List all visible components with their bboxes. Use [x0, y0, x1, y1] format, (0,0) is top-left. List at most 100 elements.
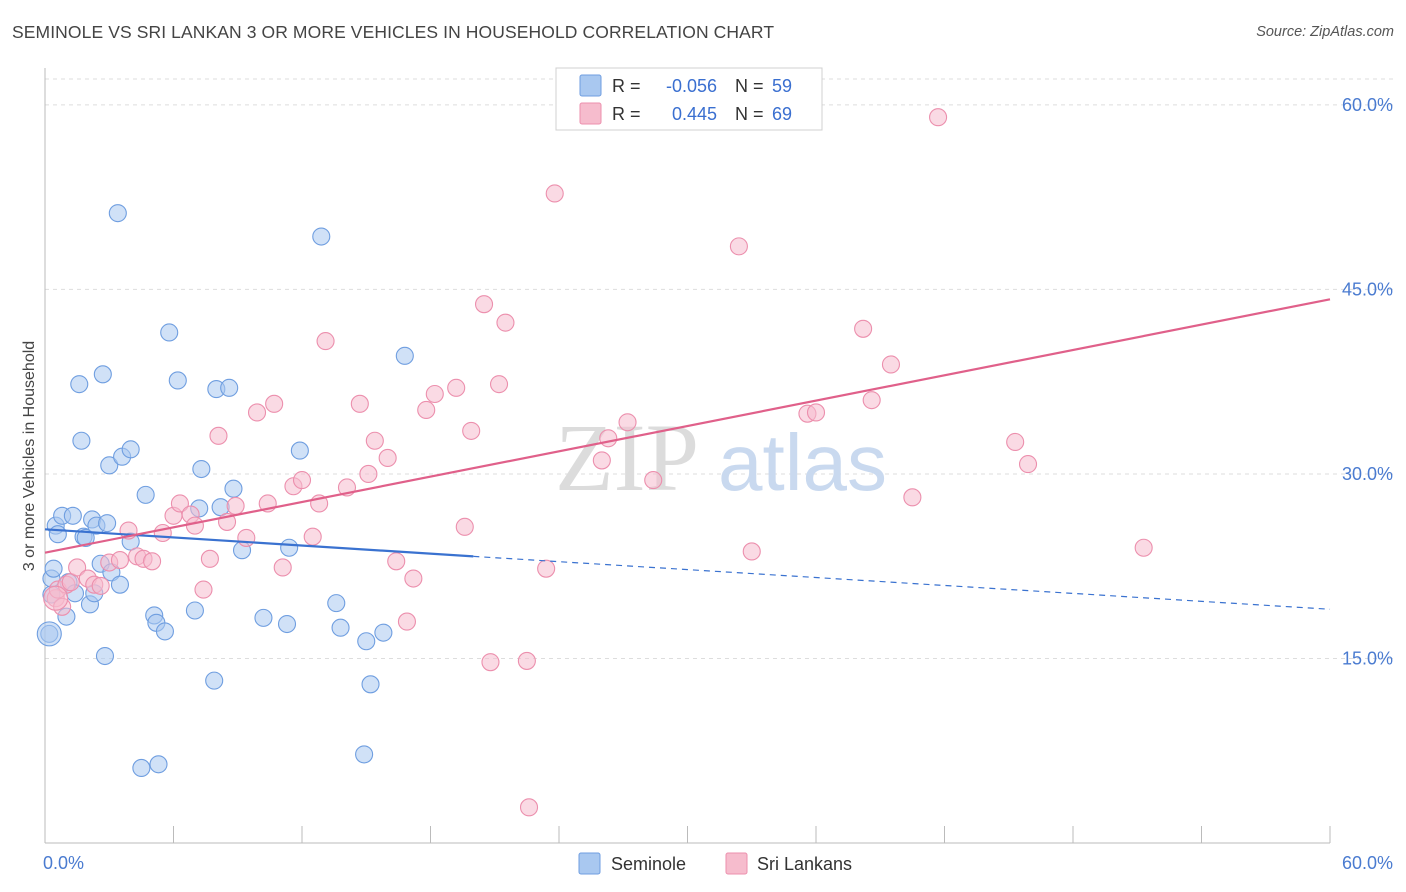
seminole-point — [136, 485, 155, 504]
srilankan-point — [462, 421, 481, 440]
seminole-point — [63, 506, 82, 525]
seminole-point — [149, 755, 168, 774]
legend-n-label-seminole: N = — [735, 76, 764, 96]
srilankan-point — [365, 431, 384, 450]
srilankan-point — [455, 517, 474, 536]
seminole-point — [254, 608, 273, 627]
legend-bottom-label-srilankan: Sri Lankans — [757, 854, 852, 874]
srilankan-point — [316, 332, 335, 351]
legend-bottom-swatch-srilankan — [725, 852, 748, 875]
srilankan-point — [644, 471, 663, 490]
seminole-trend-extension — [473, 555, 1331, 610]
watermark-atlas: atlas — [718, 418, 887, 507]
legend-r-value-srilankan: 0.445 — [672, 104, 717, 124]
seminole-point — [100, 456, 119, 475]
seminole-point — [312, 227, 331, 246]
trend-lines — [44, 298, 1331, 610]
srilankan-point — [143, 552, 162, 571]
srilankan-point — [1134, 538, 1153, 557]
legend-r-value-seminole: -0.056 — [666, 76, 717, 96]
srilankan-point — [265, 394, 284, 413]
seminole-point — [95, 646, 115, 666]
srilankan-point — [194, 580, 213, 599]
legend-swatch-srilankan — [579, 102, 602, 125]
seminole-point — [160, 323, 179, 342]
srilankan-point — [68, 558, 87, 577]
seminole-point — [168, 371, 187, 390]
legend-top: R = -0.056 N = 59 R = 0.445 N = 69 — [555, 67, 823, 131]
seminole-point — [121, 440, 140, 459]
srilankan-point — [806, 403, 826, 422]
srilankan-point — [303, 527, 322, 546]
seminole-point — [205, 671, 224, 690]
legend-r-label-seminole: R = — [612, 76, 641, 96]
x-tick-label: 0.0% — [43, 853, 84, 873]
y-tick-labels: 15.0% 30.0% 45.0% 60.0% — [1342, 95, 1393, 669]
seminole-point — [155, 622, 174, 641]
seminole-point — [327, 594, 346, 613]
srilankan-point — [170, 494, 189, 513]
srilankan-point — [378, 448, 397, 468]
srilankan-point — [237, 528, 256, 547]
seminole-point — [98, 514, 117, 533]
seminole-point — [44, 559, 63, 578]
srilankan-point — [247, 403, 267, 422]
srilankan-point — [273, 558, 292, 577]
seminole-point — [36, 621, 62, 647]
legend-bottom: Seminole Sri Lankans — [578, 852, 852, 875]
srilankan-point — [43, 585, 69, 611]
srilankan-point — [929, 108, 948, 127]
srilankan-point — [226, 496, 245, 515]
legend-r-label-srilankan: R = — [612, 104, 641, 124]
seminole-point — [108, 204, 127, 223]
srilankan-point — [599, 429, 618, 448]
seminole-point — [374, 623, 393, 642]
seminole-trend-line — [44, 528, 474, 558]
seminole-point — [395, 346, 414, 365]
srilankan-point — [545, 184, 564, 203]
y-tick-label: 15.0% — [1342, 648, 1393, 668]
seminole-point — [110, 575, 130, 594]
legend-bottom-swatch-seminole — [578, 852, 601, 875]
srilankan-points — [43, 108, 1153, 817]
srilankan-point — [496, 313, 515, 332]
srilankan-point — [417, 400, 436, 420]
srilankan-point — [618, 413, 637, 432]
srilankan-point — [537, 559, 556, 578]
srilankan-point — [729, 237, 748, 256]
srilankan-point — [91, 576, 110, 595]
seminole-point — [70, 375, 89, 394]
seminole-point — [192, 459, 211, 479]
srilankan-point — [110, 551, 130, 570]
srilankan-point — [474, 295, 494, 314]
seminole-point — [48, 525, 67, 544]
srilankan-trend-line — [44, 298, 1331, 554]
srilankan-point — [425, 384, 444, 404]
legend-n-label-srilankan: N = — [735, 104, 764, 124]
seminole-point — [355, 745, 374, 764]
srilankan-point — [209, 426, 228, 445]
source-credit: Source: ZipAtlas.com — [1256, 24, 1394, 40]
seminole-point — [280, 538, 299, 557]
srilankan-point — [481, 653, 500, 672]
srilankan-point — [200, 549, 219, 568]
y-tick-label: 60.0% — [1342, 95, 1393, 115]
watermark: ZIP atlas — [555, 404, 887, 511]
srilankan-point — [404, 569, 423, 588]
srilankan-point — [447, 378, 466, 397]
seminole-point — [132, 758, 151, 778]
seminole-point — [331, 618, 350, 637]
srilankan-point — [359, 464, 378, 484]
seminole-point — [277, 614, 297, 634]
seminole-point — [220, 378, 239, 397]
srilankan-point — [1018, 455, 1038, 474]
axes — [44, 68, 1331, 844]
srilankan-point — [854, 319, 873, 338]
seminole-point — [185, 601, 204, 620]
srilankan-point — [292, 471, 312, 490]
srilankan-point — [592, 451, 611, 470]
srilankan-point — [387, 552, 406, 571]
srilankan-point — [881, 355, 901, 374]
srilankan-point — [519, 798, 539, 817]
